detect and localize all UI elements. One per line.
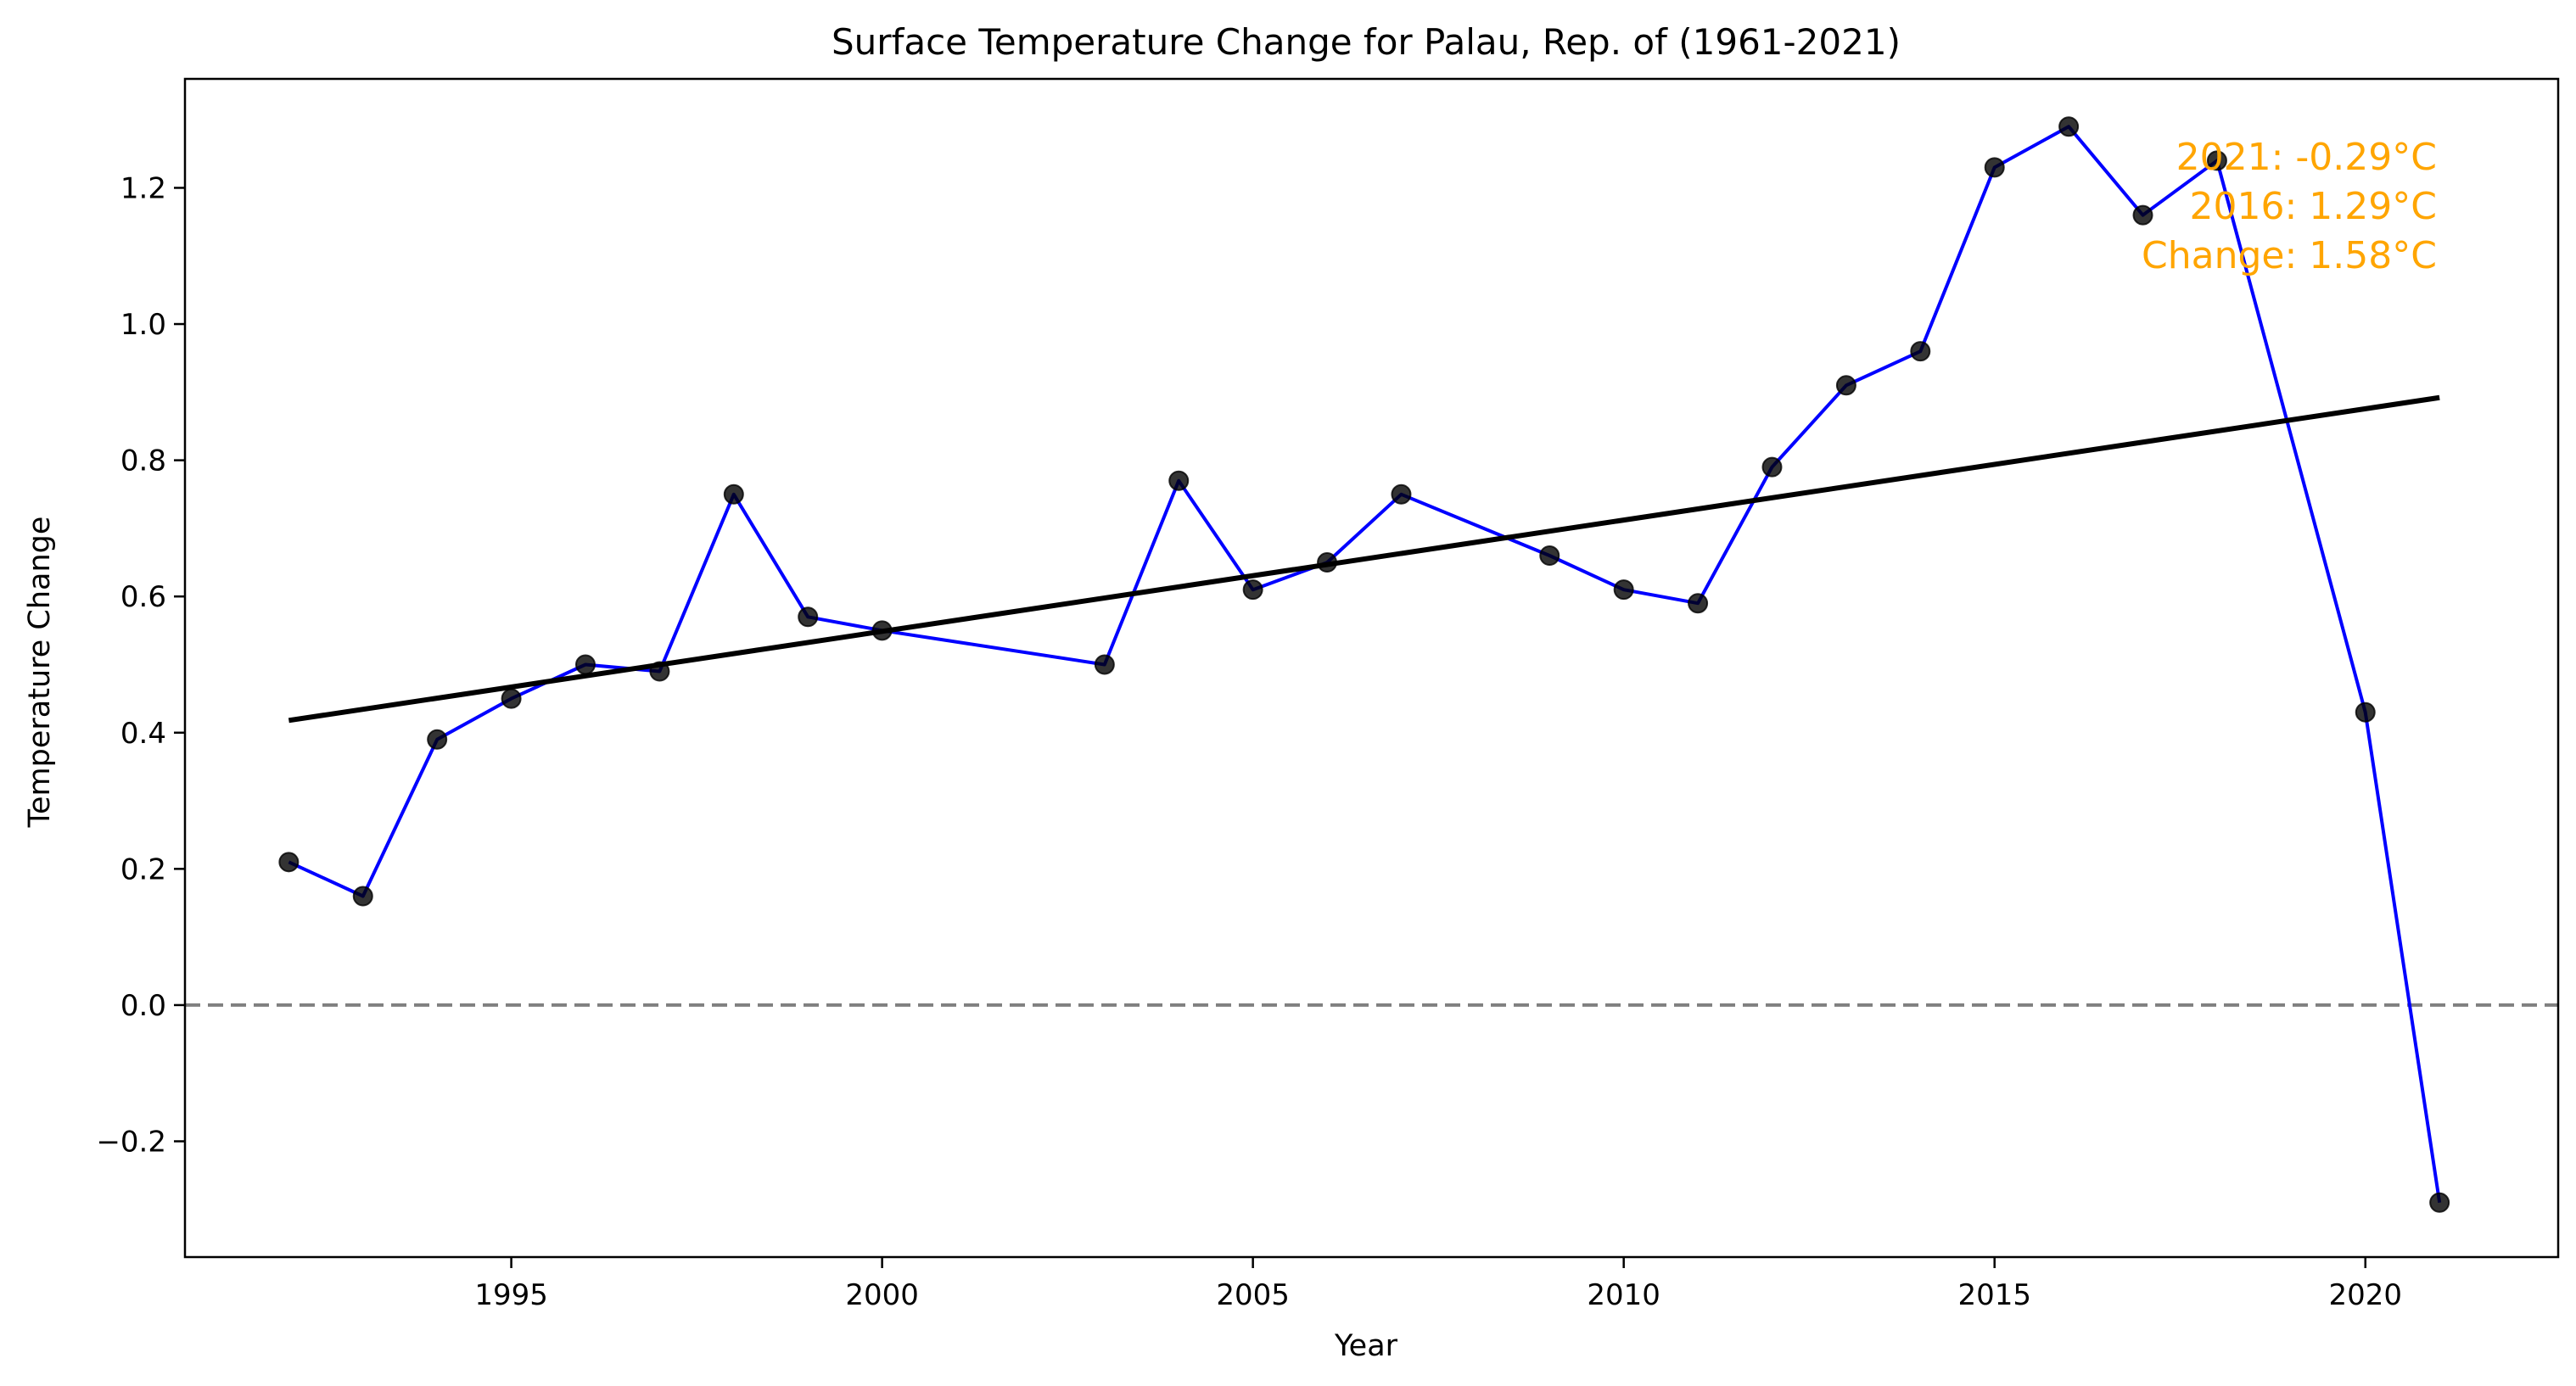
data-point <box>2429 1192 2450 1213</box>
data-point <box>871 620 893 641</box>
data-point <box>2206 150 2227 171</box>
data-point <box>1094 654 1115 675</box>
data-point <box>723 483 744 505</box>
data-point <box>1242 579 1263 601</box>
chart-title: Surface Temperature Change for Palau, Re… <box>832 21 1901 63</box>
annotation-line: 2016: 1.29°C <box>2190 185 2437 228</box>
plot-frame <box>183 77 2560 1259</box>
data-point <box>1835 375 1856 396</box>
annotation-line: Change: 1.58°C <box>2142 234 2437 277</box>
data-point <box>2058 116 2080 137</box>
data-point <box>798 606 819 628</box>
data-point <box>1613 579 1634 601</box>
data-point <box>1539 545 1560 567</box>
y-tick-label: 0.8 <box>120 444 166 478</box>
data-point <box>1688 593 1709 614</box>
annotation-box: 2021: -0.29°C 2016: 1.29°C Change: 1.58°C <box>2142 136 2437 277</box>
data-point <box>1168 470 1190 491</box>
data-point <box>278 852 300 873</box>
data-point <box>649 661 670 682</box>
x-tick-label: 2020 <box>2328 1278 2402 1312</box>
y-tick-label: 0.4 <box>120 717 166 751</box>
data-point <box>1317 552 1338 573</box>
data-point <box>2355 701 2376 723</box>
data-point <box>352 886 373 907</box>
y-tick-label: 0.6 <box>120 580 166 614</box>
x-tick-label: 2010 <box>1587 1278 1660 1312</box>
x-tick-label: 1995 <box>474 1278 548 1312</box>
axis-ticks: 1995 2000 2005 2010 2015 2020 −0.2 0.0 0.2 0.4 0.6… <box>96 171 2402 1312</box>
x-tick-label: 2000 <box>845 1278 919 1312</box>
data-point <box>2132 204 2153 226</box>
data-point <box>427 729 448 750</box>
series-line <box>288 125 2442 1204</box>
data-point <box>1910 341 1931 362</box>
x-axis-title: Year <box>1334 1329 1398 1363</box>
data-point <box>1984 157 2005 178</box>
y-tick-label: 1.2 <box>120 171 166 205</box>
plot-area <box>185 116 2558 1213</box>
data-point <box>1391 483 1412 505</box>
x-tick-label: 2005 <box>1216 1278 1290 1312</box>
y-tick-label: 0.2 <box>120 852 166 886</box>
y-axis-title: Temperature Change <box>23 517 57 829</box>
trend-line <box>288 394 2440 724</box>
y-tick-label: 0.0 <box>120 989 166 1023</box>
x-tick-label: 2015 <box>1957 1278 2031 1312</box>
annotation-line: 2021: -0.29°C <box>2176 136 2437 179</box>
data-point <box>574 654 596 675</box>
data-point <box>501 688 522 709</box>
y-tick-label: −0.2 <box>96 1126 166 1160</box>
y-tick-label: 1.0 <box>120 308 166 342</box>
data-point <box>1761 456 1783 478</box>
